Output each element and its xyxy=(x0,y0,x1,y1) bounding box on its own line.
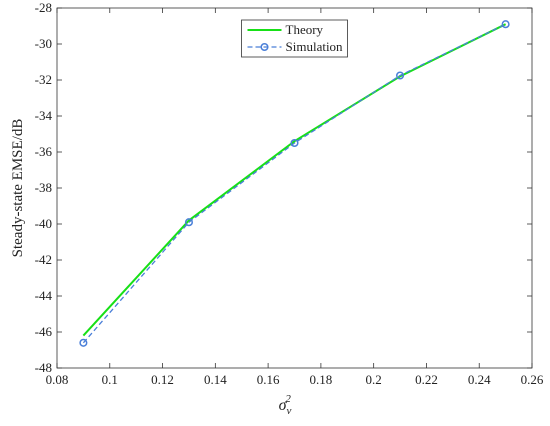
legend-label: Simulation xyxy=(286,39,344,54)
plot-frame xyxy=(56,7,533,369)
series-marker xyxy=(290,138,299,148)
y-tick-label: -34 xyxy=(35,108,53,123)
y-axis-label: Steady-state EMSE/dB xyxy=(10,119,26,258)
series-marker xyxy=(79,338,88,347)
legend-label: Theory xyxy=(286,22,324,37)
y-tick-label: -46 xyxy=(35,324,53,339)
x-axis-label: σv2 xyxy=(279,393,292,417)
x-tick-label: 0.22 xyxy=(415,372,438,387)
y-tick-label: -36 xyxy=(35,144,53,159)
y-tick-label: -40 xyxy=(35,216,52,231)
y-tick-label: -42 xyxy=(35,252,52,267)
y-tick-label: -28 xyxy=(35,0,52,15)
x-tick-label: 0.08 xyxy=(46,372,69,387)
x-tick-label: 0.18 xyxy=(310,372,333,387)
x-label-sup: 2 xyxy=(285,393,291,405)
x-tick-label: 0.26 xyxy=(521,372,544,387)
x-tick-label: 0.1 xyxy=(102,372,118,387)
series-marker xyxy=(184,218,193,227)
x-tick-label: 0.24 xyxy=(468,372,491,387)
series-marker xyxy=(501,20,510,29)
x-tick-label: 0.12 xyxy=(151,372,174,387)
x-label-sub: v xyxy=(287,405,292,417)
x-tick-label: 0.16 xyxy=(257,372,280,387)
y-tick-label: -30 xyxy=(35,36,52,51)
y-tick-label: -48 xyxy=(35,360,52,375)
x-tick-label: 0.14 xyxy=(204,372,227,387)
x-label-base: σ xyxy=(279,397,288,414)
series-marker xyxy=(396,71,405,80)
legend-marker xyxy=(260,42,269,52)
y-tick-label: -32 xyxy=(35,72,52,87)
y-tick-label: -38 xyxy=(35,180,52,195)
x-tick-label: 0.2 xyxy=(366,372,382,387)
legend-box xyxy=(241,19,348,58)
series-line xyxy=(82,23,506,344)
y-tick-label: -44 xyxy=(35,288,53,303)
